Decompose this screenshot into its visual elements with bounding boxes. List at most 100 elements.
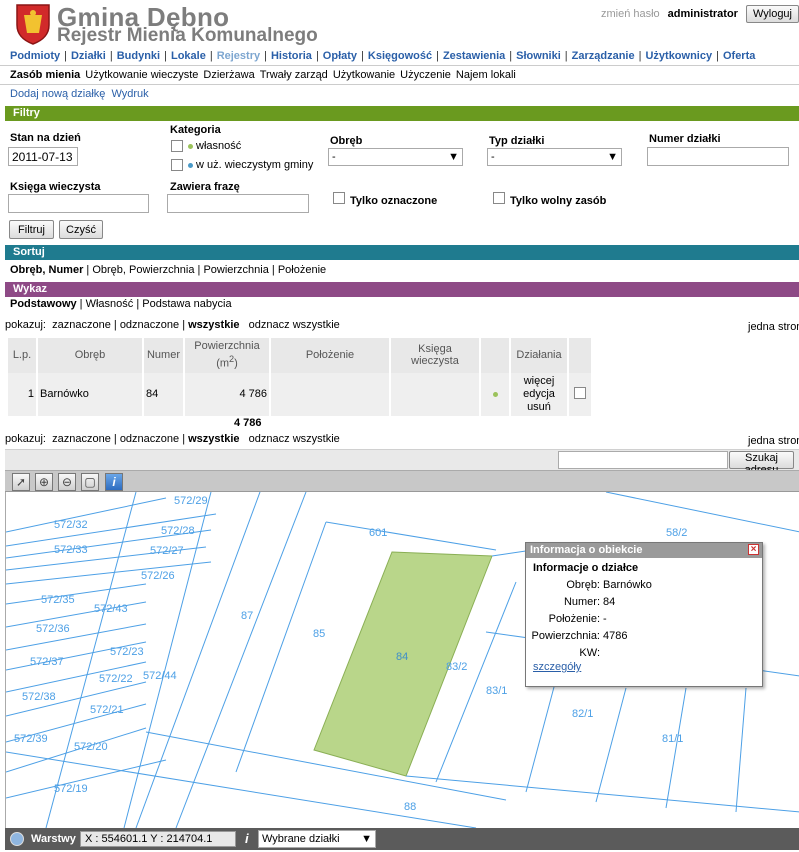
show-all-link[interactable]: wszystkie bbox=[188, 433, 240, 445]
sort-option-0[interactable]: Obręb, Numer bbox=[10, 264, 84, 276]
subnav-item-2[interactable]: Dzierżawa bbox=[203, 69, 255, 81]
add-parcel-link[interactable]: Dodaj nową działkę bbox=[10, 88, 106, 100]
kw-label: Księga wieczysta bbox=[10, 181, 101, 193]
zoom-out-icon[interactable]: ⊖ bbox=[58, 473, 76, 491]
sort-option-2[interactable]: Powierzchnia bbox=[203, 264, 269, 276]
info-icon[interactable]: i bbox=[105, 473, 123, 491]
parcel-labels: 572/29 572/32 572/28 572/33 572/27 572/26 572/… bbox=[14, 495, 687, 813]
zoom-extent-icon[interactable]: ▢ bbox=[81, 473, 99, 491]
col-numer: Numer bbox=[143, 338, 185, 373]
user-area: zmień hasło administrator Wyloguj bbox=[601, 5, 799, 23]
map-canvas[interactable]: 572/29 572/32 572/28 572/33 572/27 572/26 572/… bbox=[6, 492, 799, 828]
nav-item-4[interactable]: Rejestry bbox=[216, 50, 261, 62]
one-page-link[interactable]: jedna stron bbox=[748, 321, 799, 333]
cat-perp-checkbox[interactable] bbox=[171, 159, 183, 171]
address-input[interactable] bbox=[558, 451, 728, 469]
view-option-2[interactable]: Podstawa nabycia bbox=[142, 298, 232, 310]
delete-link[interactable]: usuń bbox=[527, 400, 551, 413]
popup-obreb-key: Obręb: bbox=[566, 579, 600, 591]
pointer-icon[interactable]: ➚ bbox=[12, 473, 30, 491]
obreb-select[interactable]: - ▼ bbox=[328, 148, 463, 166]
app-subtitle: Rejestr Mienia Komunalnego bbox=[57, 25, 318, 46]
map-status-bar: Warstwy X : 554601.1 Y : 214704.1 i Wybr… bbox=[5, 828, 799, 850]
username: administrator bbox=[667, 8, 738, 20]
logout-button[interactable]: Wyloguj bbox=[745, 5, 799, 23]
nav-item-2[interactable]: Budynki bbox=[116, 50, 161, 62]
close-icon[interactable]: × bbox=[748, 544, 759, 555]
cat-own-checkbox[interactable] bbox=[171, 140, 183, 152]
nav-item-10[interactable]: Zarządzanie bbox=[571, 50, 635, 62]
nav-item-6[interactable]: Opłaty bbox=[322, 50, 358, 62]
show-all-link[interactable]: wszystkie bbox=[188, 319, 240, 331]
more-link[interactable]: więcej bbox=[523, 374, 555, 387]
chevron-down-icon: ▼ bbox=[607, 151, 618, 163]
parcel-label: 572/33 bbox=[54, 544, 88, 556]
nav-item-12[interactable]: Oferta bbox=[722, 50, 756, 62]
parcel-label: 572/27 bbox=[150, 545, 184, 557]
print-link[interactable]: Wydruk bbox=[111, 88, 149, 100]
parcel-label: 572/21 bbox=[90, 704, 124, 716]
layers-label[interactable]: Warstwy bbox=[31, 833, 76, 845]
popup-kw-key: KW: bbox=[579, 647, 600, 659]
sort-option-3[interactable]: Położenie bbox=[277, 264, 327, 276]
layer-select[interactable]: Wybrane działki ▼ bbox=[258, 830, 376, 848]
nav-item-3[interactable]: Lokale bbox=[170, 50, 206, 62]
type-label: Typ działki bbox=[489, 135, 545, 147]
cell-actions: więcej edycja usuń bbox=[510, 372, 569, 416]
popup-title: Informacja o obiekcie bbox=[530, 544, 643, 556]
cell-numer: 84 bbox=[143, 372, 185, 416]
nav-separator: | bbox=[716, 50, 719, 62]
nav-item-0[interactable]: Podmioty bbox=[10, 50, 61, 62]
subnav-item-1[interactable]: Użytkowanie wieczyste bbox=[85, 69, 199, 81]
nav-item-8[interactable]: Zestawienia bbox=[442, 50, 506, 62]
date-input[interactable]: 2011-07-13 bbox=[8, 147, 78, 166]
subnav-item-4[interactable]: Użytkowanie bbox=[332, 69, 396, 81]
clear-button[interactable]: Czyść bbox=[59, 220, 103, 239]
view-option-1[interactable]: Własność bbox=[85, 298, 134, 310]
nav-item-11[interactable]: Użytkownicy bbox=[645, 50, 713, 62]
subnav-item-3[interactable]: Trwały zarząd bbox=[259, 69, 328, 81]
subnav-item-5[interactable]: Użyczenie bbox=[400, 69, 451, 81]
nav-item-7[interactable]: Księgowość bbox=[367, 50, 433, 62]
search-address-button[interactable]: Szukaj adresu bbox=[729, 451, 794, 476]
marked-only-checkbox[interactable] bbox=[333, 192, 345, 204]
number-input[interactable] bbox=[647, 147, 789, 166]
change-password-link[interactable]: zmień hasło bbox=[600, 8, 660, 20]
nav-item-5[interactable]: Historia bbox=[270, 50, 312, 62]
kw-input[interactable] bbox=[8, 194, 149, 213]
free-only-checkbox[interactable] bbox=[493, 192, 505, 204]
view-option-0[interactable]: Podstawowy bbox=[10, 298, 77, 310]
parcel-label: 601 bbox=[369, 527, 387, 539]
cell-pow: 4 786 bbox=[184, 372, 271, 416]
nav-item-1[interactable]: Działki bbox=[70, 50, 106, 62]
parcel-label: 85 bbox=[313, 628, 325, 640]
one-page-link[interactable]: jedna stron bbox=[748, 435, 799, 447]
unmark-all-link[interactable]: odznacz wszystkie bbox=[248, 319, 340, 331]
unmark-all-link[interactable]: odznacz wszystkie bbox=[248, 433, 340, 445]
show-unmarked-link[interactable]: odznaczone bbox=[119, 319, 180, 331]
parcel-table: L.p. Obręb Numer Powierzchnia (m2) Położe… bbox=[8, 338, 593, 416]
layers-icon[interactable] bbox=[10, 832, 24, 846]
phrase-input[interactable] bbox=[167, 194, 309, 213]
popup-details-link[interactable]: szczegóły bbox=[533, 661, 582, 673]
parcel-label: 572/35 bbox=[41, 594, 75, 606]
row-checkbox[interactable] bbox=[574, 386, 586, 399]
subnav-item-0[interactable]: Zasób mienia bbox=[10, 69, 81, 81]
parcel-label: 58/2 bbox=[666, 527, 687, 539]
type-select-value: - bbox=[491, 151, 495, 163]
show-marked-link[interactable]: zaznaczone bbox=[52, 433, 111, 445]
parcel-label: 83/2 bbox=[446, 661, 467, 673]
show-unmarked-link[interactable]: odznaczone bbox=[119, 433, 180, 445]
zoom-in-icon[interactable]: ⊕ bbox=[35, 473, 53, 491]
edit-link[interactable]: edycja bbox=[523, 387, 555, 400]
popup-heading: Informacje o działce bbox=[533, 562, 639, 574]
filter-button[interactable]: Filtruj bbox=[9, 220, 54, 239]
subnav-item-6[interactable]: Najem lokali bbox=[455, 69, 516, 81]
nav-item-9[interactable]: Słowniki bbox=[516, 50, 561, 62]
type-select[interactable]: - ▼ bbox=[487, 148, 622, 166]
show-marked-link[interactable]: zaznaczone bbox=[52, 319, 111, 331]
nav-separator: | bbox=[209, 50, 213, 62]
sort-option-1[interactable]: Obręb, Powierzchnia bbox=[92, 264, 195, 276]
parcel-label: 84 bbox=[396, 651, 408, 663]
list-bar: Wykaz bbox=[5, 282, 799, 297]
